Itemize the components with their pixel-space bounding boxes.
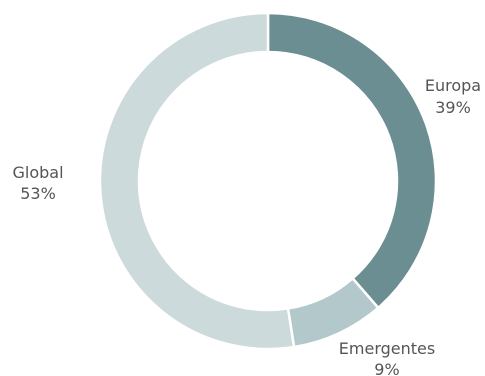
value-label-emergentes: 9% — [374, 360, 399, 376]
category-label-europa: Europa — [425, 76, 481, 95]
slice-global — [98, 11, 296, 351]
slice-europa — [266, 11, 438, 310]
slice-label-emergentes: Emergentes 9% — [339, 339, 435, 376]
value-label-global: 53% — [20, 184, 56, 203]
slices — [98, 11, 438, 351]
category-label-emergentes: Emergentes — [339, 339, 435, 358]
value-label-europa: 39% — [435, 98, 471, 117]
slice-label-global: Global 53% — [12, 163, 63, 203]
category-label-global: Global — [12, 163, 63, 182]
slice-label-europa: Europa 39% — [425, 76, 481, 117]
